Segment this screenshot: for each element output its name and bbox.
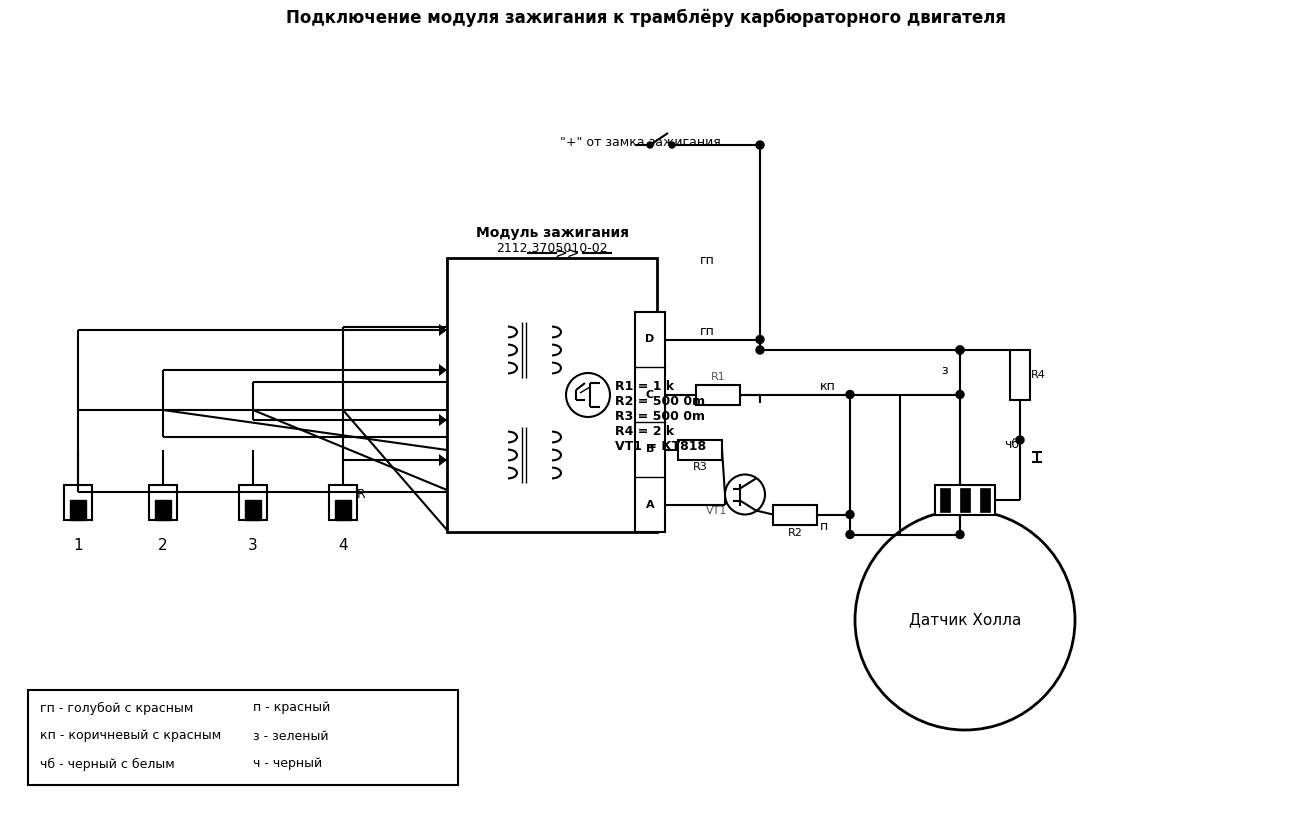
Bar [28, 690, 457, 785]
Text: п: п [820, 520, 828, 533]
Bar [935, 485, 995, 515]
Text: п - красный: п - красный [253, 701, 331, 715]
Circle shape [756, 346, 764, 354]
Text: 2: 2 [158, 538, 168, 553]
Text: C: C [646, 390, 654, 400]
Circle shape [846, 511, 854, 518]
Text: B: B [646, 444, 654, 454]
Text: гп - голубой с красным: гп - голубой с красным [40, 701, 194, 715]
Bar [634, 312, 665, 532]
Text: гп: гп [700, 325, 714, 338]
Bar [678, 439, 722, 459]
Text: R2: R2 [788, 528, 802, 538]
Circle shape [647, 142, 652, 148]
Bar [149, 485, 177, 520]
Polygon shape [439, 454, 447, 466]
Circle shape [1016, 436, 1025, 444]
Text: кп: кп [820, 380, 836, 393]
Bar [155, 500, 171, 520]
Polygon shape [439, 414, 447, 426]
Text: чб: чб [1004, 438, 1019, 452]
Circle shape [756, 335, 764, 344]
Text: >>: >> [554, 245, 580, 260]
Text: 1: 1 [74, 538, 83, 553]
Text: гп: гп [700, 254, 714, 266]
Bar [335, 500, 351, 520]
Circle shape [846, 531, 854, 538]
Bar [773, 505, 817, 524]
Text: 2112.3705010-02: 2112.3705010-02 [496, 242, 607, 255]
Text: D: D [646, 334, 655, 344]
Bar [239, 485, 267, 520]
Text: A: A [646, 500, 654, 510]
Bar [1010, 350, 1030, 400]
Text: з - зеленый: з - зеленый [253, 729, 328, 743]
Circle shape [846, 391, 854, 398]
Text: VT1: VT1 [707, 506, 727, 516]
Text: "+" от замка зажигания: "+" от замка зажигания [559, 136, 721, 150]
Text: кп - коричневый с красным: кп - коричневый с красным [40, 729, 221, 743]
Circle shape [956, 346, 964, 354]
Bar [941, 488, 950, 512]
Bar [329, 485, 357, 520]
Bar [245, 500, 261, 520]
Bar [696, 385, 740, 405]
Circle shape [756, 141, 764, 149]
Text: з: з [942, 364, 948, 376]
Text: 4: 4 [339, 538, 348, 553]
Text: Подключение модуля зажигания к трамблёру карбюраторного двигателя: Подключение модуля зажигания к трамблёру… [286, 9, 1006, 27]
Circle shape [956, 531, 964, 538]
Circle shape [956, 391, 964, 398]
Text: ч - черный: ч - черный [253, 758, 322, 770]
Text: Датчик Холла: Датчик Холла [908, 612, 1021, 627]
Text: R1 = 1 k
R2 = 500 0m
R3 = 500 0m
R4 = 2 k
VT1 = КТ818: R1 = 1 k R2 = 500 0m R3 = 500 0m R4 = 2 … [615, 380, 707, 453]
Text: Модуль зажигания: Модуль зажигания [475, 226, 628, 240]
Text: R1: R1 [711, 371, 725, 381]
Polygon shape [439, 364, 447, 376]
Text: R: R [357, 489, 366, 501]
Bar [447, 258, 658, 532]
Circle shape [669, 142, 674, 148]
Bar [65, 485, 92, 520]
Text: 3: 3 [248, 538, 258, 553]
Polygon shape [439, 324, 447, 336]
Bar [70, 500, 87, 520]
Text: R4: R4 [1031, 370, 1045, 380]
Text: чб - черный с белым: чб - черный с белым [40, 758, 174, 770]
Bar [981, 488, 990, 512]
Text: R3: R3 [693, 463, 708, 472]
Bar [960, 488, 970, 512]
Circle shape [956, 346, 964, 354]
